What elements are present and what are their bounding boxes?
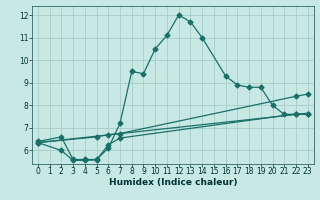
X-axis label: Humidex (Indice chaleur): Humidex (Indice chaleur) [108,178,237,187]
